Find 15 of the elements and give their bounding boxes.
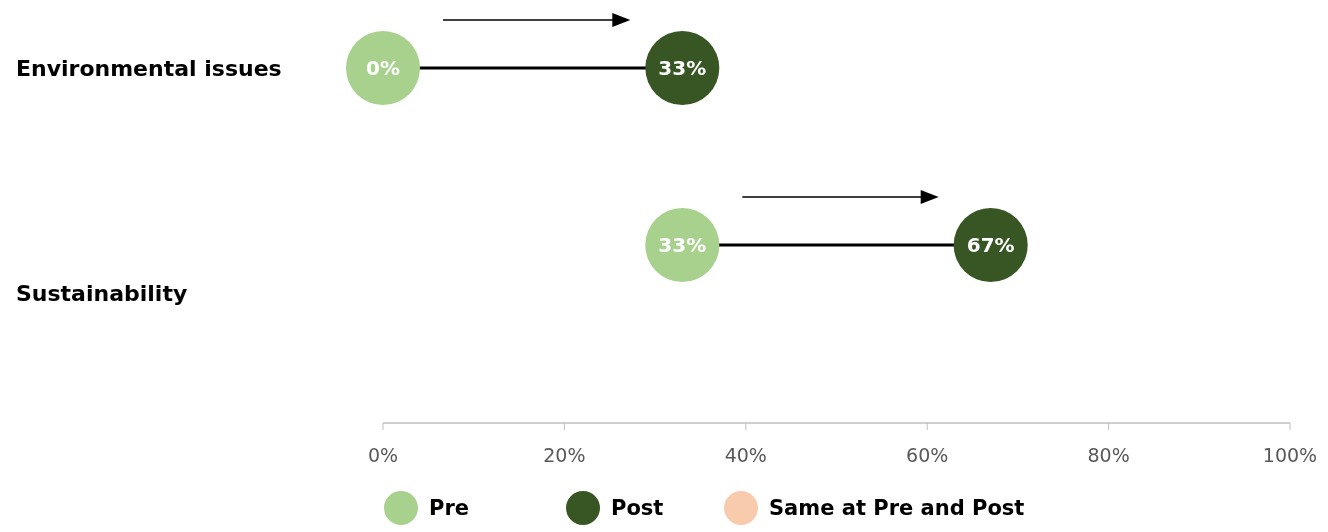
x-tick-label: 60% [906,444,949,466]
data-label: 33% [658,56,707,80]
data-label: 67% [966,233,1015,257]
x-tick-label: 80% [1087,444,1130,466]
y-tick-label: Sustainability [16,280,188,306]
x-tick-label: 20% [543,444,586,466]
x-tick-label: 0% [367,444,399,466]
data-label: 0% [366,56,400,80]
x-tick-label: 100% [1262,444,1318,466]
legend-label: Pre [429,496,469,521]
x-tick-label: 40% [724,444,767,466]
data-label: 33% [658,233,707,257]
y-tick-label: Environmental issues [16,55,282,81]
legend-label: Same at Pre and Post [769,496,1025,521]
legend-label: Post [611,496,664,521]
